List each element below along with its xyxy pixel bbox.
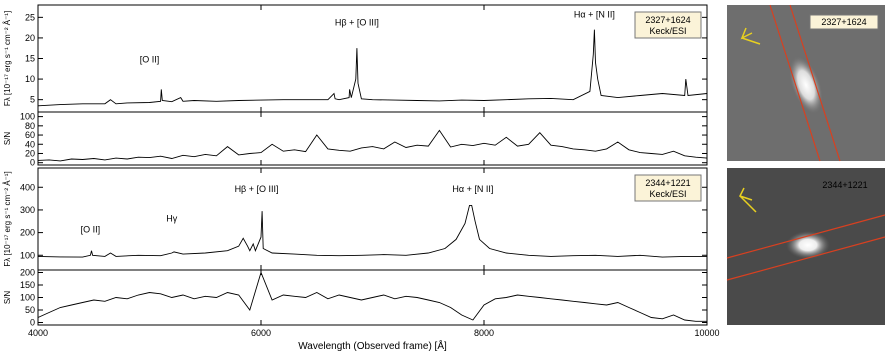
image-label: 2344+1221	[822, 180, 867, 190]
y-tick-label: 20	[25, 148, 35, 158]
line-annotation: [O II]	[140, 55, 160, 65]
label-box	[634, 174, 702, 202]
galaxy	[786, 231, 830, 259]
y-tick-label: 15	[25, 54, 35, 64]
line-annotation: Hβ + [O III]	[235, 184, 279, 194]
image-panel-1: 2327+1624	[727, 4, 885, 162]
y-tick-label: 40	[25, 139, 35, 149]
y-tick-label: 0	[30, 318, 35, 328]
label-box	[809, 14, 879, 30]
y-tick-label: 5	[30, 95, 35, 105]
y-tick-label: 20	[25, 33, 35, 43]
y-axis-label: Fλ [10⁻¹⁷ erg s⁻¹ cm⁻² Å⁻¹]	[3, 171, 12, 266]
x-axis-label: Wavelength (Observed frame) [Å]	[298, 339, 447, 352]
galaxy	[789, 56, 823, 114]
compass	[738, 187, 757, 213]
x-tick-label: 10000	[694, 328, 719, 338]
slit	[769, 4, 821, 162]
y-tick-label: 10	[25, 74, 35, 84]
line-annotation: [O II]	[81, 225, 101, 235]
image-panel-2: 2344+1221	[726, 168, 886, 325]
y-axis-label: Fλ [10⁻¹⁷ erg s⁻¹ cm⁻² Å⁻¹]	[3, 11, 12, 106]
y-tick-label: 80	[25, 121, 35, 131]
x-tick-label: 6000	[251, 328, 271, 338]
y-tick-label: 60	[25, 130, 35, 140]
y-tick-label: 100	[20, 293, 35, 303]
spectrum-line	[37, 271, 707, 322]
slit	[726, 214, 886, 259]
x-tick-label: 4000	[28, 328, 48, 338]
y-tick-label: 300	[20, 205, 35, 215]
y-tick-label: 100	[20, 250, 35, 260]
y-tick-label: 200	[20, 268, 35, 278]
plot-frame	[37, 111, 708, 166]
box-text: Keck/ESI	[649, 26, 686, 36]
line-annotation: Hγ	[166, 213, 177, 223]
spectrum-line	[37, 29, 708, 107]
y-tick-label: 400	[20, 182, 35, 192]
spectrum-line	[37, 204, 707, 258]
box-text: 2344+1221	[645, 178, 690, 188]
compass	[740, 27, 761, 45]
y-axis-label: S/N	[3, 132, 12, 146]
slit	[789, 4, 841, 162]
y-tick-label: 200	[20, 228, 35, 238]
x-tick-label: 8000	[474, 328, 494, 338]
line-annotation: Hα + [N II]	[452, 184, 493, 194]
label-box	[634, 11, 702, 39]
slit	[726, 236, 886, 281]
y-tick-label: 100	[20, 112, 35, 122]
y-axis-label: S/N	[3, 291, 12, 305]
line-annotation: Hα + [N II]	[574, 9, 615, 19]
line-annotation: Hβ + [O III]	[335, 18, 379, 28]
y-tick-label: 25	[25, 12, 35, 22]
box-text: Keck/ESI	[649, 189, 686, 199]
image-label: 2327+1624	[821, 17, 866, 27]
y-tick-label: 50	[25, 305, 35, 315]
y-tick-label: 150	[20, 280, 35, 290]
spectrum-line	[37, 129, 708, 162]
y-tick-label: 0	[30, 158, 35, 168]
box-text: 2327+1624	[645, 15, 690, 25]
